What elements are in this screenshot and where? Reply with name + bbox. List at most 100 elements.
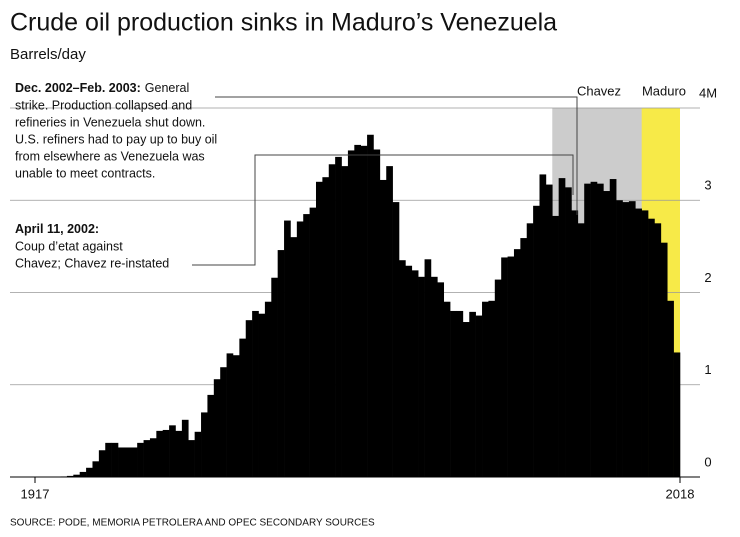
bar (252, 310, 259, 477)
bar (622, 202, 630, 477)
bar (322, 177, 330, 477)
bar (354, 144, 361, 477)
bar (628, 201, 636, 478)
bar (520, 238, 528, 477)
bar (328, 164, 336, 477)
annotation-line: U.S. refiners had to pay up to buy oil (15, 132, 217, 146)
bar (207, 394, 215, 477)
bar (98, 450, 106, 477)
bar (303, 214, 310, 477)
bar (456, 310, 464, 477)
bar (450, 310, 457, 477)
bar (501, 257, 508, 477)
bar (526, 223, 534, 477)
bar (137, 442, 144, 477)
bar (175, 430, 183, 477)
bar (437, 282, 445, 477)
bar (577, 223, 585, 477)
y-tick-label: 4M (699, 85, 717, 100)
leader-line (215, 96, 578, 215)
bar (488, 300, 496, 477)
source: SOURCE: PODE, MEMORIA PETROLERA AND OPEC… (10, 518, 375, 529)
x-tick-label: 2018 (666, 486, 695, 501)
bar (513, 249, 521, 477)
bar (654, 223, 662, 477)
bar (232, 355, 240, 477)
bar (373, 149, 381, 477)
bar (367, 134, 374, 477)
bar (430, 276, 438, 477)
bar (545, 184, 553, 477)
bar (347, 150, 355, 477)
bar (162, 429, 170, 477)
bar (533, 205, 540, 477)
bar (411, 270, 419, 477)
bar (335, 156, 342, 477)
bar (596, 183, 604, 477)
period-label: Maduro (642, 83, 686, 98)
period-label: Chavez (577, 83, 621, 98)
leader-line (192, 154, 574, 266)
bar (660, 242, 668, 477)
bar (494, 279, 502, 477)
bar (667, 300, 674, 477)
y-tick-label: 1 (704, 362, 711, 377)
bar (92, 461, 100, 477)
bar (118, 447, 125, 477)
annotation-line: Chavez; Chavez re-instated (15, 256, 169, 270)
bar (188, 440, 195, 477)
annotation-line: Coup d’etat against (15, 239, 123, 253)
bar (169, 425, 176, 477)
bar (296, 221, 304, 477)
bar (194, 431, 202, 477)
bar (648, 218, 655, 477)
bar (609, 179, 617, 477)
bar (507, 256, 515, 477)
annotation-title: Dec. 2002–Feb. 2003: (15, 81, 141, 95)
bar (66, 475, 74, 477)
bar (277, 250, 285, 477)
bar (73, 474, 81, 477)
bar (213, 379, 221, 477)
bar (392, 202, 400, 477)
y-tick-label: 3 (704, 178, 711, 193)
bar (130, 447, 138, 477)
bar (405, 265, 413, 477)
bar (309, 207, 317, 477)
chart-title: Crude oil production sinks in Maduro’s V… (10, 9, 557, 37)
bar (399, 260, 406, 477)
bar (239, 338, 247, 477)
y-tick-label: 0 (704, 454, 711, 469)
bar (475, 315, 483, 477)
annotation-line: unable to meet contracts. (15, 166, 155, 180)
annotation-text: Dec. 2002–Feb. 2003: General (15, 81, 189, 95)
annotation-line: strike. Production collapsed and (15, 98, 192, 112)
bar (290, 237, 298, 477)
bar (424, 259, 432, 477)
bar (264, 301, 272, 477)
bar (226, 353, 234, 477)
annotation-line: General (145, 81, 189, 95)
bar (271, 277, 278, 477)
x-tick-label: 1917 (21, 486, 50, 501)
bar (341, 166, 349, 477)
bar (105, 442, 112, 477)
bar (565, 187, 572, 477)
bar (469, 311, 476, 477)
bar (201, 412, 208, 477)
bar (462, 322, 470, 477)
y-tick-label: 2 (704, 270, 711, 285)
annotation-title: April 11, 2002: (15, 222, 99, 236)
annotation-text: April 11, 2002: (15, 222, 99, 236)
bar (418, 276, 425, 477)
bar (360, 145, 368, 477)
bar (584, 183, 591, 477)
bar (86, 467, 93, 477)
bar (539, 174, 547, 478)
bar (111, 442, 119, 477)
bar (143, 440, 151, 477)
bar (641, 210, 649, 477)
bar (571, 210, 579, 477)
bar (552, 215, 559, 477)
